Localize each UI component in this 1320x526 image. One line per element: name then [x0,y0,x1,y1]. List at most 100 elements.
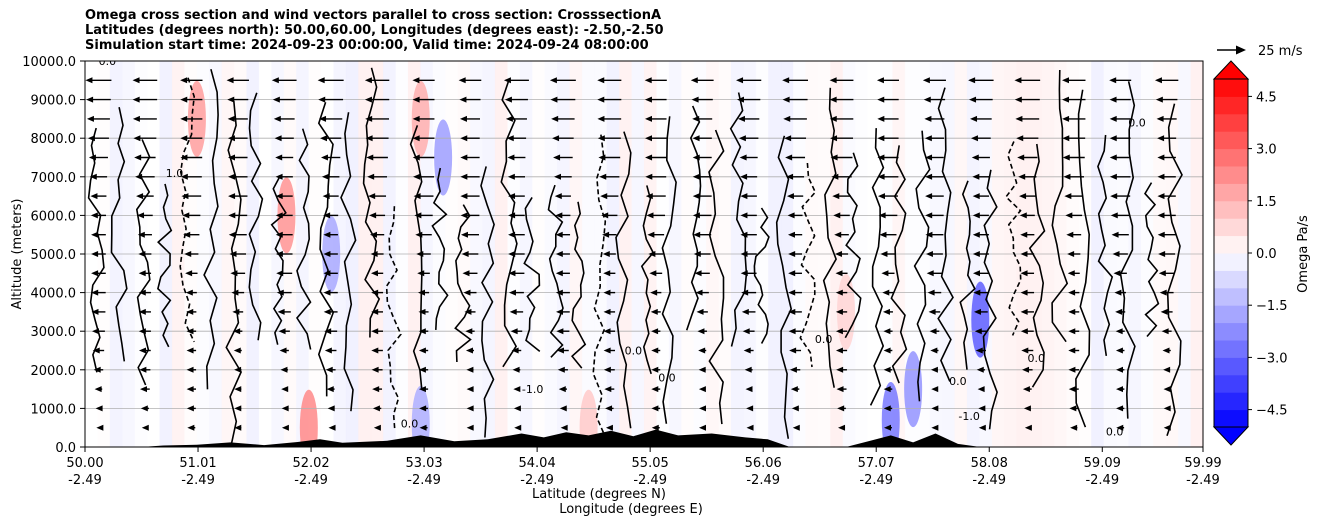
omega-patch [971,281,990,358]
wind-vector-head [507,154,515,161]
wind-vector-head [1022,386,1030,393]
omega-patch [579,389,598,447]
x-tick-label-lon: -2.49 [859,473,893,488]
contour-line [775,135,793,439]
wind-vector-head [460,212,468,219]
wind-vector-head [89,173,97,180]
wind-vector-head [651,366,659,373]
colorbar-tick-label: 3.0 [1256,143,1277,158]
wind-vector-head [829,96,837,103]
colorbar-level [1214,357,1248,376]
wind-vector-head [1109,154,1117,161]
colorbar-level [1214,235,1248,254]
wind-vector-head [1112,251,1120,257]
contour-line [640,185,655,375]
wind-vector-head [923,96,931,103]
wind-vector-head [326,386,334,393]
wind-vector-head [275,231,283,238]
wind-vector-head [883,424,891,431]
wind-vector-head [1116,386,1124,393]
wind-vector-head [508,231,516,238]
wind-vector-head [693,251,701,257]
wind-vector-head [882,308,890,315]
wind-vector-head [877,135,885,142]
wind-vector-head [183,231,191,238]
wind-vector-head [651,424,659,431]
colorbar-tick-label: −1.5 [1256,299,1288,314]
contour-line [1051,69,1069,343]
wind-vector-head [317,77,325,84]
wind-vector-head [973,289,981,296]
wind-vector-head [503,77,511,84]
wind-vector-head [925,251,933,257]
wind-vector-head [736,96,744,103]
contour-line [1075,89,1091,428]
colorbar-tick-label: 4.5 [1256,90,1277,105]
wind-vector-head [1062,154,1070,161]
wind-vector-head [412,115,420,122]
wind-vector-head [830,154,838,161]
y-tick-label: 0.0 [55,441,76,456]
wind-vector-head [465,347,473,354]
wind-vector-head [1163,386,1171,393]
x-tick-label-lat: 57.07 [858,456,895,471]
colorbar-level [1214,79,1248,97]
wind-vector-head [418,308,426,315]
wind-vector-head [926,270,934,277]
x-tick-label-lat: 59.09 [1084,456,1121,471]
wind-vector-head [364,77,372,84]
x-tick-label-lon: -2.49 [633,473,667,488]
wind-vector-head [554,193,562,200]
wind-vector-head [1157,231,1165,238]
wind-vector-head [234,386,242,393]
y-axis-label: Altitude (meters) [10,199,25,310]
wind-vector-head [274,135,282,142]
y-tick-label: 5000.0 [31,248,77,263]
colorbar-tick-label: 1.5 [1256,195,1277,210]
contour-label: 1.0 [166,167,184,180]
contour-line [661,116,677,424]
wind-vector-head [367,173,375,180]
wind-vector-head [412,154,420,161]
wind-vector-head [736,77,744,84]
wind-vector-head [508,251,516,257]
colorbar-extend-top [1212,60,1250,80]
wind-vector-head [699,424,707,431]
wind-vector-head [883,405,891,412]
wind-vector-head [836,386,844,393]
wind-vector-head [132,96,140,103]
colorbar-level [1214,392,1248,411]
wind-vector-head [598,154,606,161]
contour-line [753,207,770,344]
contour-line [409,125,423,389]
wind-vector-head [925,212,933,219]
wind-vector-head [185,289,193,296]
wind-vector-head [968,77,976,84]
wind-vector-head [1069,405,1077,412]
wind-vector-head [604,386,612,393]
wind-vector-head [141,424,149,431]
wind-vector-head [281,386,289,393]
wind-vector-head [372,405,380,412]
wind-vector-head [740,212,748,219]
wind-vector-head [782,77,790,84]
wind-vector-head [226,77,234,84]
wind-vector-head [412,135,420,142]
wind-vector-head [371,328,379,335]
wind-vector-head [644,77,652,84]
wind-vector-head [739,154,747,161]
contour-label: 0.0 [625,344,643,357]
wind-vector-head [366,154,374,161]
wind-vector-head [138,328,146,335]
wind-vector-head [645,193,653,200]
wind-vector-head [785,154,793,161]
wind-vector-head [323,231,331,238]
wind-vector-head [696,308,704,315]
wind-vector-head [599,173,607,180]
wind-vector-head [557,366,565,373]
wind-vector-head [835,289,843,296]
wind-vector-head [928,308,936,315]
contour-line [135,139,151,386]
contour-line [270,176,287,345]
wind-vector-head [883,366,891,373]
